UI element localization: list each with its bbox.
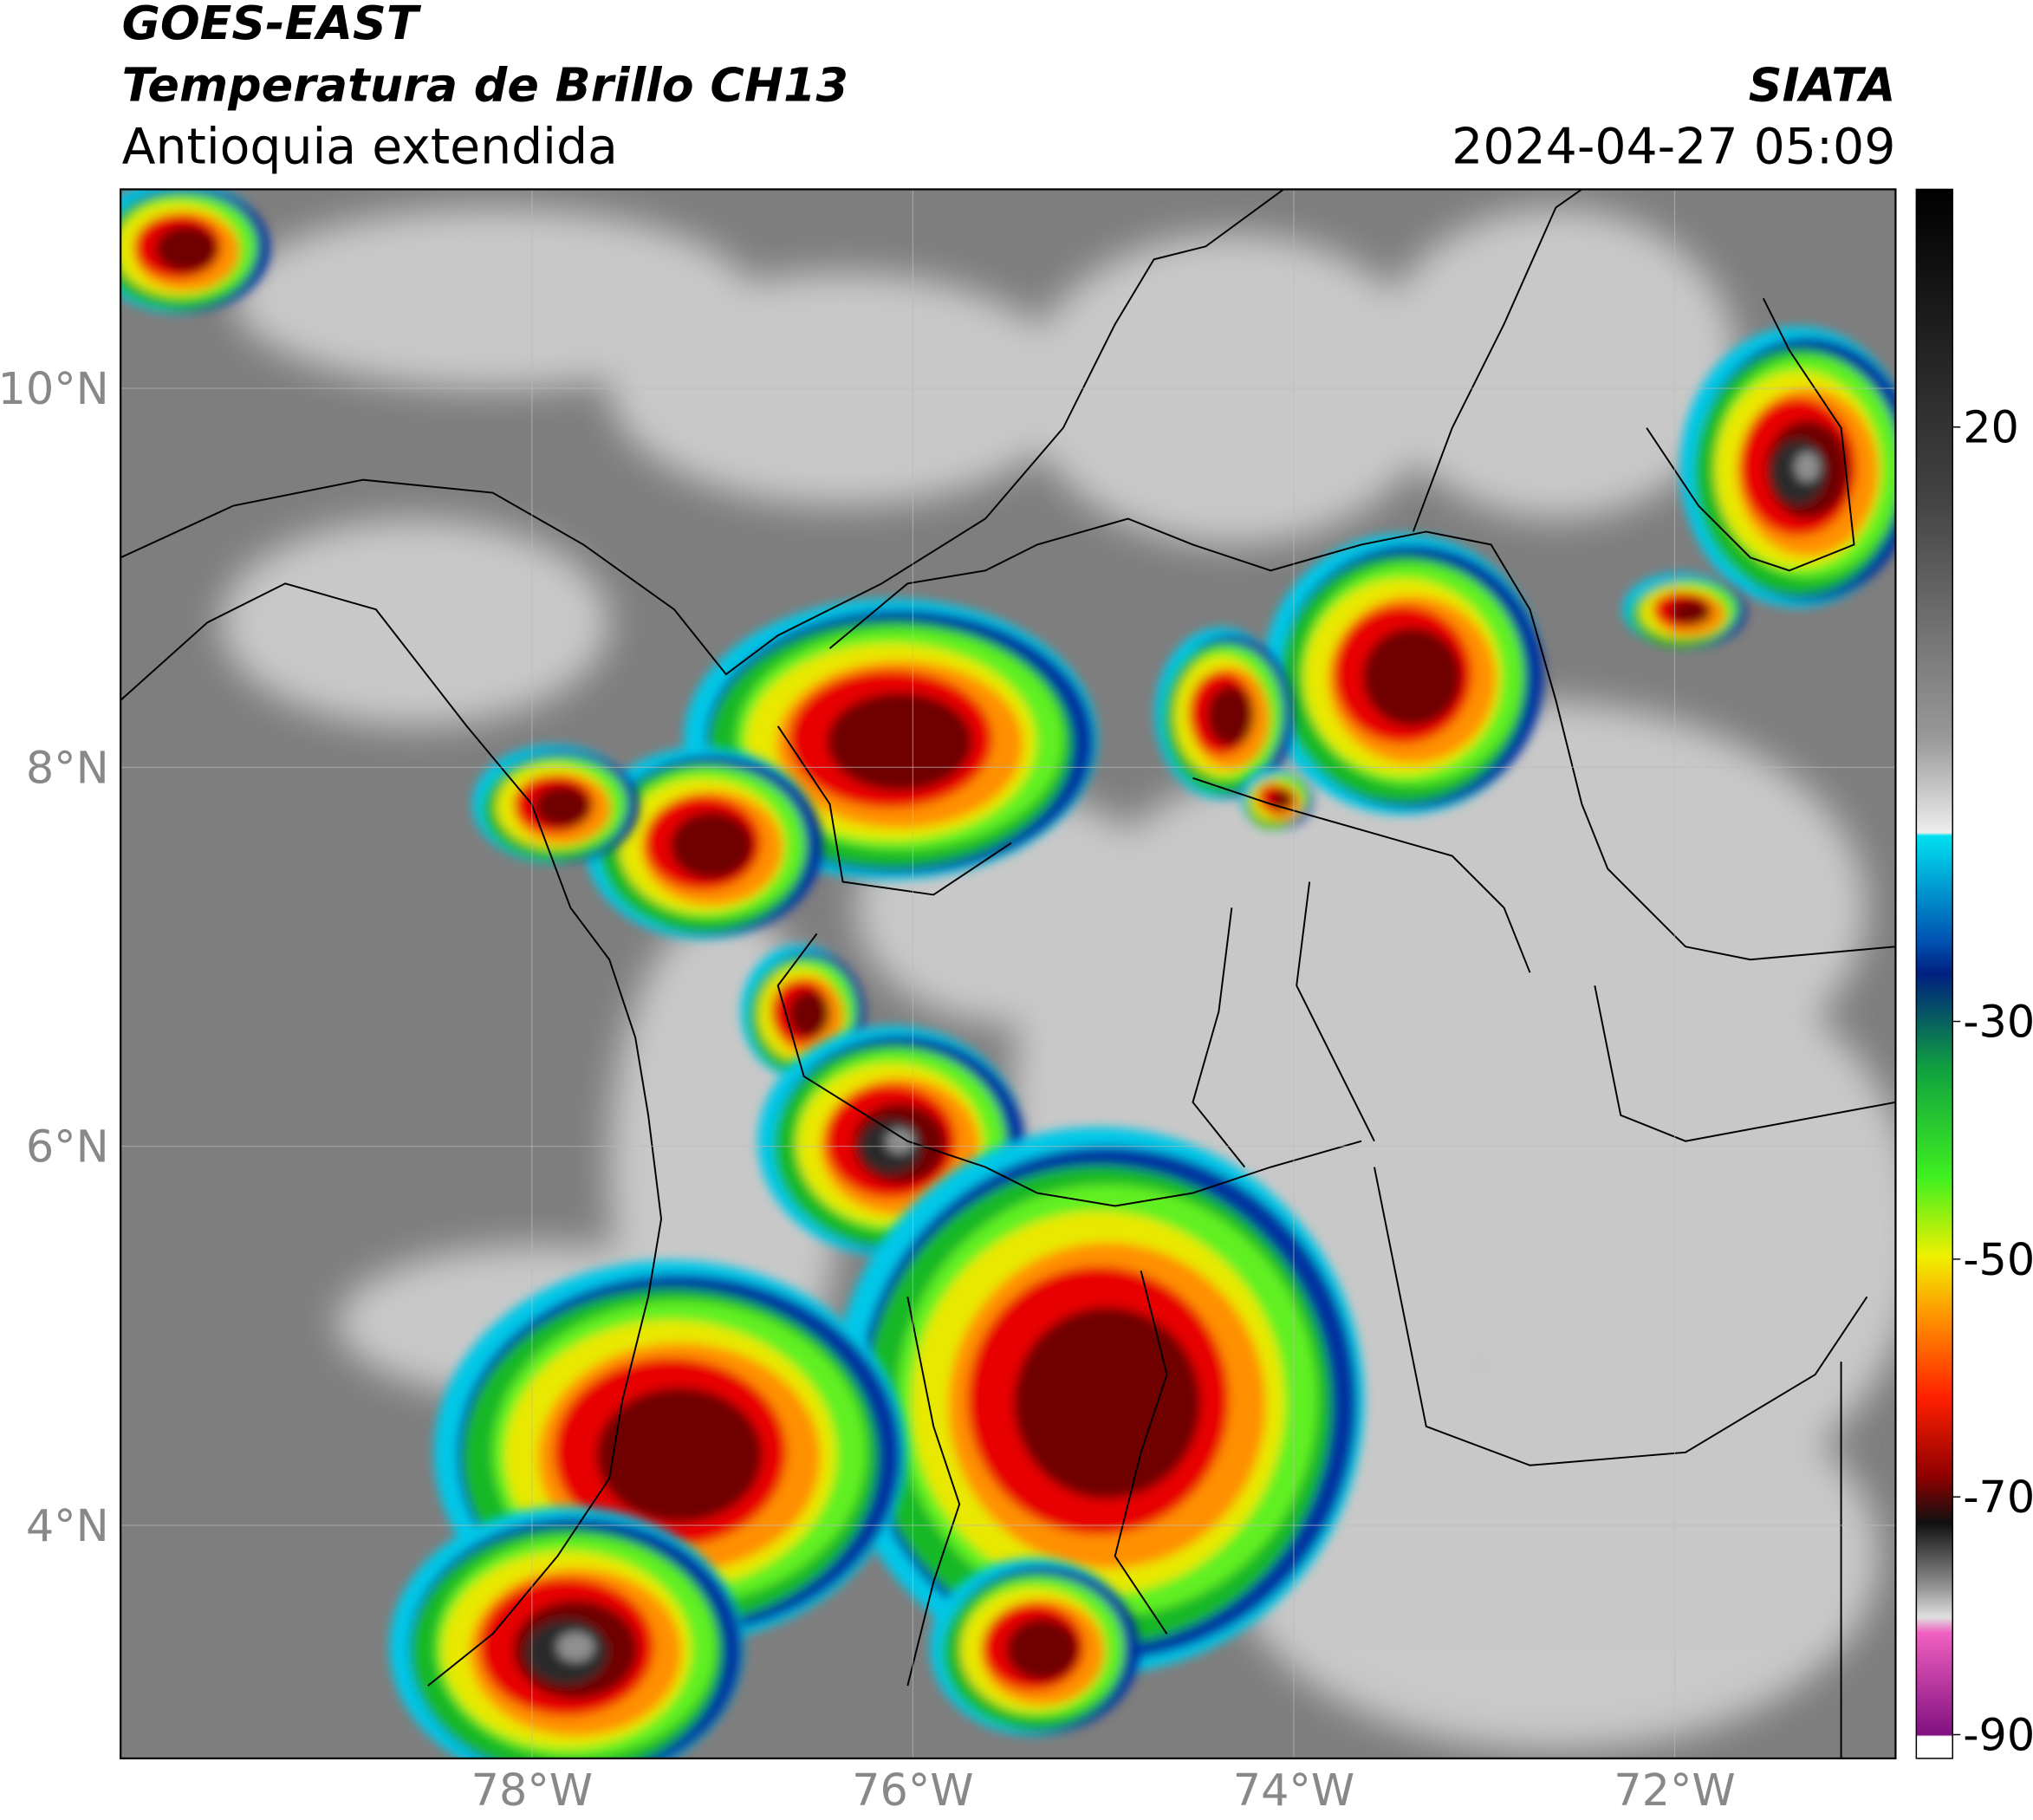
storm (1240, 768, 1313, 829)
satellite: GOES-EAST (122, 0, 422, 50)
storm-layer (155, 225, 218, 273)
colorbar-tick-label: -70 (1963, 1472, 2033, 1523)
storm-layer (886, 1128, 914, 1154)
borders (120, 189, 1896, 1758)
storm-layer (1014, 1307, 1201, 1499)
y-tick-label: 10°N (0, 363, 109, 414)
map-frame (120, 188, 1897, 1760)
source: SIATA (1749, 58, 1896, 113)
x-tick-label: 78°W (471, 1765, 593, 1816)
x-tick-label: 74°W (1233, 1765, 1354, 1816)
colorbar-tick-label: 20 (1963, 402, 2019, 453)
storm-layer (1006, 1618, 1079, 1681)
storm (120, 189, 270, 314)
storm (1622, 572, 1747, 647)
x-tick-label: 72°W (1614, 1765, 1735, 1816)
storm-layer (1670, 599, 1711, 626)
storm-layer (1206, 686, 1254, 746)
storm-layer (596, 1387, 763, 1523)
colorbar-tick-label: -30 (1963, 997, 2033, 1048)
datetime: 2024-04-27 05:09 (1452, 119, 1895, 176)
storm (1262, 534, 1544, 816)
storm-layer (788, 991, 830, 1038)
x-tick-label: 76°W (852, 1765, 973, 1816)
region: Antioquia extendida (122, 119, 618, 176)
storm-layer (670, 811, 754, 880)
y-tick-label: 4°N (26, 1500, 109, 1551)
storm (472, 744, 640, 863)
y-tick-label: 8°N (26, 742, 109, 793)
storm-layer (556, 1632, 594, 1662)
product: Temperatura de Brillo CH13 (122, 58, 848, 113)
storm (584, 746, 823, 939)
map-image (120, 189, 1896, 1758)
storm (1154, 627, 1293, 799)
graticule (120, 189, 1896, 1758)
colorbar-tick-label: -90 (1963, 1709, 2033, 1760)
y-tick-label: 6°N (26, 1121, 109, 1173)
storm (1679, 326, 1896, 608)
storm (389, 1506, 744, 1758)
axes: 78°W 76°W 74°W 72°W 10°N 8°N 6°N 4°N 20 -30 -50 -70… (0, 363, 2033, 1816)
colorbar (1915, 188, 1953, 1759)
storm-layer (1795, 452, 1821, 482)
storm-layer (827, 692, 973, 791)
storm-layer (1362, 627, 1462, 726)
storm-layer (534, 785, 592, 828)
storm (930, 1557, 1140, 1736)
colorbar-tick-label: -50 (1963, 1234, 2033, 1285)
